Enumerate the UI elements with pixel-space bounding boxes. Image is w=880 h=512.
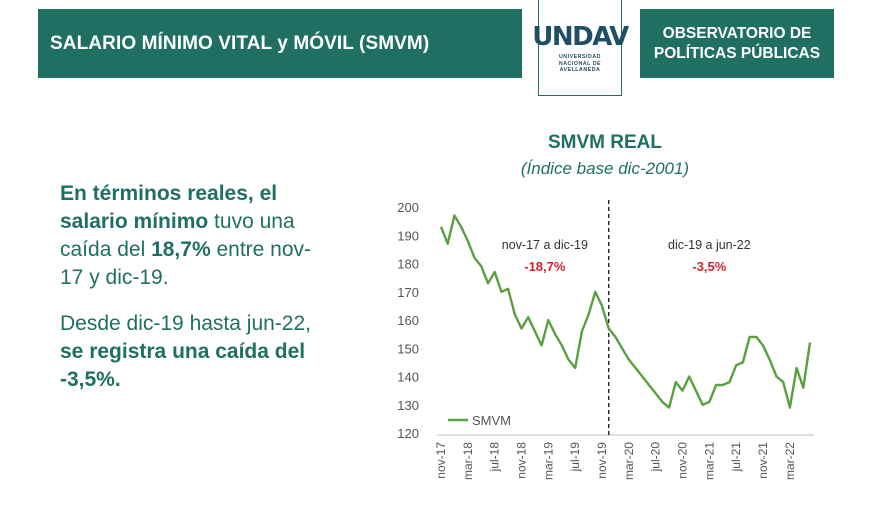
y-tick-label-140: 140 bbox=[397, 370, 419, 385]
y-tick-label-170: 170 bbox=[397, 285, 419, 300]
chart-subtitle: (Índice base dic-2001) bbox=[520, 159, 690, 178]
logo-sub-2: NACIONAL DE bbox=[558, 60, 602, 67]
legend-label: SMVM bbox=[472, 413, 511, 428]
y-tick-label-120: 120 bbox=[397, 426, 419, 441]
x-tick-label-nov-19: nov-19 bbox=[595, 442, 609, 479]
summary-p2-a: Desde dic-19 hasta jun-22, bbox=[60, 312, 311, 335]
summary-p2-b: se registra una caída del -3,5%. bbox=[60, 340, 306, 391]
x-tick-label-jul-20: jul-20 bbox=[649, 442, 663, 473]
summary-p1-e: entre nov-17 y dic-19. bbox=[60, 238, 312, 289]
summary-p1-a: En términos reales, el bbox=[60, 182, 278, 205]
x-tick-label-mar-19: mar-19 bbox=[541, 442, 555, 480]
page-title: SALARIO MÍNIMO VITAL y MÓVIL (SMVM) bbox=[50, 32, 430, 54]
logo-mark: UNDAV bbox=[532, 22, 629, 52]
logo-sub-3: AVELLANEDA bbox=[559, 67, 601, 73]
annotation-label-1: nov-17 a dic-19 bbox=[502, 238, 588, 252]
x-tick-label-nov-20: nov-20 bbox=[676, 442, 690, 479]
summary-text: En términos reales, el salario mínimo tu… bbox=[60, 180, 332, 394]
x-tick-label-nov-21: nov-21 bbox=[756, 442, 770, 479]
logo-sub-1: UNIVERSIDAD bbox=[558, 54, 601, 60]
summary-p1-d: 18,7% bbox=[151, 238, 211, 261]
y-tick-label-200: 200 bbox=[397, 200, 419, 215]
x-tick-label-mar-20: mar-20 bbox=[622, 442, 636, 480]
y-tick-label-180: 180 bbox=[397, 257, 419, 272]
undav-logo: UNDAV UNIVERSIDAD NACIONAL DE AVELLANEDA bbox=[532, 0, 629, 96]
x-tick-label-mar-21: mar-21 bbox=[702, 442, 716, 480]
x-tick-label-jul-18: jul-18 bbox=[488, 442, 502, 473]
org-line-1: OBSERVATORIO DE bbox=[662, 24, 812, 42]
org-banner: OBSERVATORIO DE POLÍTICAS PÚBLICAS bbox=[640, 9, 834, 78]
summary-paragraph-1: En términos reales, el salario mínimo tu… bbox=[60, 180, 332, 292]
x-tick-label-mar-18: mar-18 bbox=[461, 442, 475, 480]
annotation-value-1: -18,7% bbox=[524, 259, 566, 274]
y-tick-label-150: 150 bbox=[397, 341, 419, 356]
y-tick-label-160: 160 bbox=[397, 313, 419, 328]
y-tick-label-130: 130 bbox=[397, 398, 419, 413]
summary-p1-c: tuvo una caída del bbox=[60, 210, 295, 261]
y-tick-label-190: 190 bbox=[397, 228, 419, 243]
summary-p1-b: salario mínimo bbox=[60, 210, 209, 233]
chart-title: SMVM REAL bbox=[548, 132, 662, 153]
x-tick-label-jul-21: jul-21 bbox=[729, 442, 743, 473]
x-tick-label-mar-22: mar-22 bbox=[783, 442, 797, 480]
header-title-banner: SALARIO MÍNIMO VITAL y MÓVIL (SMVM) bbox=[38, 9, 522, 78]
summary-paragraph-2: Desde dic-19 hasta jun-22, se registra u… bbox=[60, 310, 332, 394]
smvm-series-line bbox=[439, 214, 812, 409]
x-tick-label-jul-19: jul-19 bbox=[568, 442, 582, 473]
x-tick-label-nov-18: nov-18 bbox=[515, 442, 529, 479]
x-tick-label-nov-17: nov-17 bbox=[434, 442, 448, 479]
logo-subtitle: UNIVERSIDAD NACIONAL DE AVELLANEDA bbox=[559, 54, 601, 74]
logo-text: UNDAV bbox=[532, 22, 629, 52]
annotation-value-2: -3,5% bbox=[692, 259, 726, 274]
annotation-label-2: dic-19 a jun-22 bbox=[668, 238, 751, 252]
org-line-2: POLÍTICAS PÚBLICAS bbox=[653, 44, 821, 62]
